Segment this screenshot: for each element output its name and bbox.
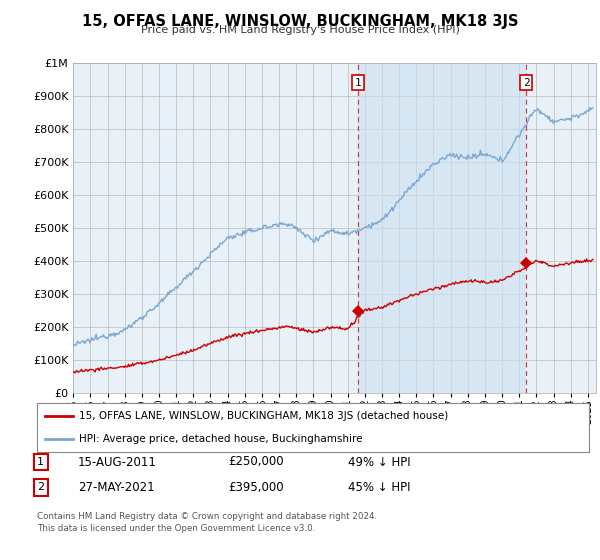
Text: 15, OFFAS LANE, WINSLOW, BUCKINGHAM, MK18 3JS: 15, OFFAS LANE, WINSLOW, BUCKINGHAM, MK1…: [82, 14, 518, 29]
Text: HPI: Average price, detached house, Buckinghamshire: HPI: Average price, detached house, Buck…: [79, 433, 362, 444]
Text: Contains HM Land Registry data © Crown copyright and database right 2024.
This d: Contains HM Land Registry data © Crown c…: [37, 512, 377, 533]
Text: £250,000: £250,000: [228, 455, 284, 469]
Text: 15, OFFAS LANE, WINSLOW, BUCKINGHAM, MK18 3JS (detached house): 15, OFFAS LANE, WINSLOW, BUCKINGHAM, MK1…: [79, 411, 448, 421]
Bar: [358, 63, 526, 393]
Text: £395,000: £395,000: [228, 480, 284, 494]
Text: 2: 2: [523, 77, 529, 87]
Text: Price paid vs. HM Land Registry's House Price Index (HPI): Price paid vs. HM Land Registry's House …: [140, 25, 460, 35]
Text: 27-MAY-2021: 27-MAY-2021: [78, 480, 155, 494]
Text: 15-AUG-2011: 15-AUG-2011: [78, 455, 157, 469]
Text: 49% ↓ HPI: 49% ↓ HPI: [348, 455, 410, 469]
Text: 1: 1: [355, 77, 362, 87]
Text: 2: 2: [37, 482, 44, 492]
Text: 45% ↓ HPI: 45% ↓ HPI: [348, 480, 410, 494]
Text: 1: 1: [37, 457, 44, 467]
